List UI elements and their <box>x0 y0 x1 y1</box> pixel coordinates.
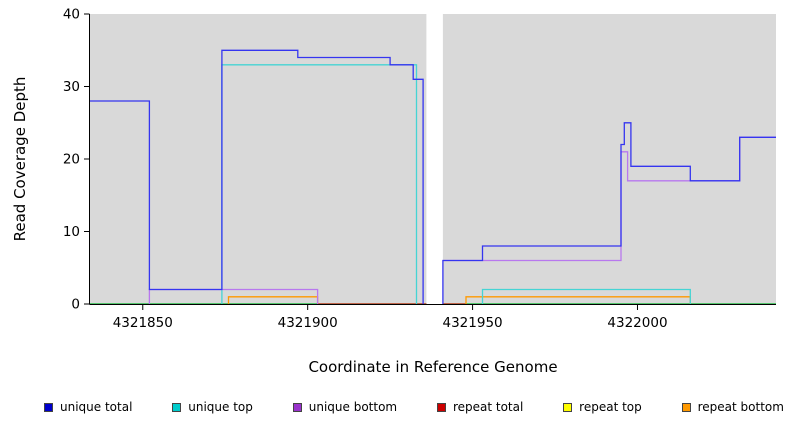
legend-item-repeat-top: repeat top <box>563 400 642 414</box>
legend-item-unique-total: unique total <box>44 400 132 414</box>
legend-label: unique top <box>188 400 253 414</box>
legend-swatch-icon <box>172 402 182 412</box>
y-tick-label: 40 <box>63 7 80 23</box>
legend-label: repeat top <box>579 400 642 414</box>
legend-swatch-icon <box>292 402 302 412</box>
y-axis-title: Read Coverage Depth <box>11 76 29 242</box>
x-tick-label: 4322000 <box>607 315 667 331</box>
x-tick-label: 4321900 <box>278 315 338 331</box>
legend-swatch-icon <box>681 402 691 412</box>
chart-legend: unique total unique top unique bottom repea… <box>44 400 784 414</box>
series-line-unique-bottom <box>148 288 319 304</box>
legend-label: unique total <box>60 400 133 414</box>
legend-swatch-icon <box>563 402 573 412</box>
y-tick-label: 30 <box>63 79 80 95</box>
no-data-gap <box>426 14 443 304</box>
legend-item-unique-bottom: unique bottom <box>292 400 398 414</box>
series-line-unique-total <box>442 122 776 304</box>
legend-item-repeat-total: repeat total <box>436 400 524 414</box>
legend-swatch-icon <box>44 402 53 412</box>
coverage-chart: 0 10 20 30 40 4321850 4321900 4321950 4322000 <box>63 7 776 331</box>
series-line-unique-total <box>90 49 424 304</box>
y-tick-label: 20 <box>63 152 80 168</box>
x-axis-title: Coordinate in Reference Genome <box>308 358 558 376</box>
legend-label: unique bottom <box>308 400 398 414</box>
legend-item-unique-top: unique top <box>172 400 253 414</box>
legend-label: repeat bottom <box>697 400 784 414</box>
y-tick-label: 10 <box>63 224 80 240</box>
x-tick-label: 4321950 <box>443 315 503 331</box>
legend-swatch-icon <box>436 402 446 412</box>
x-tick-label: 4321850 <box>113 315 173 331</box>
legend-item-repeat-bottom: repeat bottom <box>681 400 784 414</box>
y-tick-label: 0 <box>71 297 80 313</box>
series-line-unique-top <box>481 288 691 304</box>
legend-label: repeat total <box>452 400 524 414</box>
